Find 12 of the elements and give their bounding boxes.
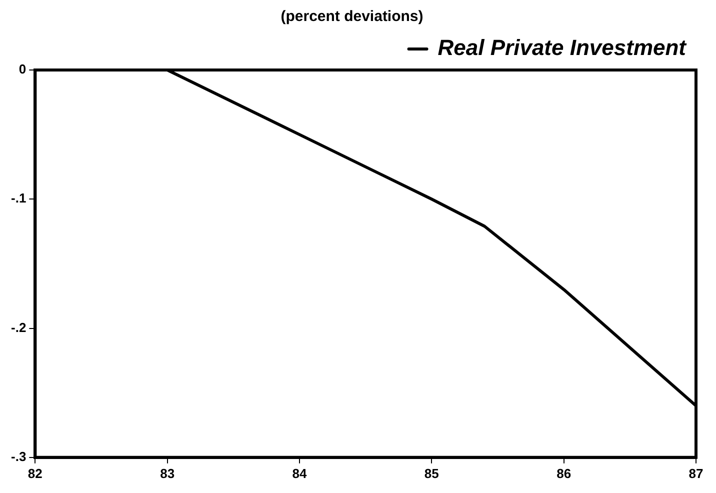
x-tick-label: 83 — [160, 466, 175, 481]
y-tick-label: -.3 — [11, 448, 26, 464]
y-tick-label: -.2 — [11, 320, 26, 335]
chart-title: (percent deviations) — [280, 8, 424, 26]
y-tick-label: -.1 — [11, 190, 26, 206]
x-tick-label: 85 — [424, 466, 439, 481]
y-tick-label: 0 — [18, 62, 26, 77]
x-tick-label: 84 — [292, 466, 308, 481]
x-tick-label: 82 — [28, 466, 42, 481]
x-tick-label: 86 — [556, 466, 572, 481]
x-tick-label: 87 — [688, 466, 704, 481]
legend-label: Real Private Investment — [438, 35, 688, 60]
